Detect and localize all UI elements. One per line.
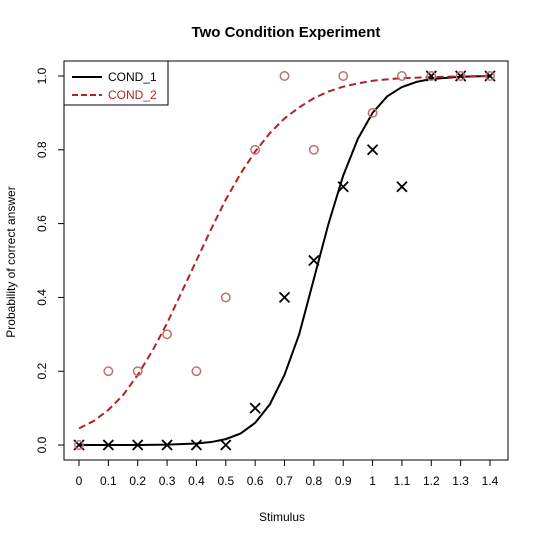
point-cond-2: [279, 71, 290, 81]
y-axis-label: Probability of correct answer: [4, 186, 18, 337]
point-cond-1: [220, 439, 232, 451]
point-cond-1: [337, 181, 349, 193]
x-tick-label: 1.1: [394, 474, 411, 488]
legend-label: COND_2: [108, 88, 157, 102]
x-tick-label: 0.6: [247, 474, 264, 488]
point-cond-2: [338, 71, 349, 81]
x-tick-label: 0.2: [129, 474, 146, 488]
x-tick-label: 0: [76, 474, 83, 488]
chart-title: Two Condition Experiment: [192, 24, 381, 41]
point-cond-2: [103, 366, 114, 377]
point-cond-2: [367, 107, 378, 118]
point-cond-1: [102, 439, 114, 451]
y-tick-label: 0.8: [35, 141, 49, 158]
legend: COND_1 COND_2: [63, 60, 169, 106]
point-cond-2: [191, 366, 202, 377]
point-cond-2: [455, 71, 466, 81]
legend-box: [63, 60, 169, 106]
point-cond-2: [308, 144, 319, 155]
y-tick-label: 0.0: [35, 436, 49, 453]
fitted-curves: [78, 75, 491, 446]
point-cond-1: [190, 439, 203, 451]
legend-label: COND_1: [108, 70, 157, 84]
point-cond-2: [485, 71, 495, 81]
y-axis: 0.0 0.2 0.4 0.6 0.8 1.0: [35, 67, 65, 453]
y-tick-label: 0.4: [35, 289, 49, 306]
point-cond-1: [161, 439, 173, 451]
plot-frame: [63, 60, 509, 461]
point-cond-2: [162, 329, 173, 340]
point-cond-2: [396, 71, 407, 81]
x-axis-label: Stimulus: [259, 510, 305, 524]
curve-cond-2: [78, 75, 491, 430]
point-cond-1: [366, 144, 379, 156]
point-cond-1: [132, 439, 144, 451]
x-tick-label: 0.1: [100, 474, 117, 488]
point-cond-2: [132, 366, 143, 377]
y-tick-label: 1.0: [35, 67, 49, 84]
x-tick-label: 0.5: [217, 474, 234, 488]
x-tick-label: 0.4: [188, 474, 205, 488]
x-tick-label: 0.3: [159, 474, 176, 488]
x-tick-label: 0.9: [335, 474, 352, 488]
curve-cond-1: [79, 75, 491, 446]
x-tick-label: 0.7: [276, 474, 293, 488]
x-axis: 0 0.1 0.2 0.3 0.4 0.5 0.6 0.7 0.8 0.9 1 1.1 1.2 1.3 1.…: [76, 459, 499, 488]
x-tick-label: 1.2: [423, 474, 440, 488]
point-cond-2: [250, 144, 261, 155]
point-cond-1: [308, 254, 320, 267]
x-tick-label: 1.3: [452, 474, 469, 488]
data-points: [73, 70, 496, 451]
y-tick-label: 0.6: [35, 215, 49, 232]
point-cond-1: [249, 402, 261, 414]
x-tick-label: 1: [369, 474, 376, 488]
x-tick-label: 0.8: [306, 474, 323, 488]
point-cond-1: [396, 181, 408, 193]
point-cond-1: [278, 291, 291, 304]
y-tick-label: 0.2: [35, 363, 49, 380]
point-cond-2: [74, 440, 84, 450]
x-tick-label: 1.4: [482, 474, 499, 488]
point-cond-2: [220, 292, 231, 303]
point-cond-2: [426, 71, 437, 81]
